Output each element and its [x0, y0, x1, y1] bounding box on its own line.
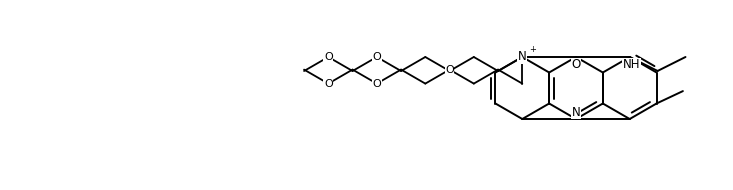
Text: O: O [324, 52, 333, 62]
Text: N: N [518, 51, 527, 63]
Text: O: O [372, 79, 381, 89]
Text: O: O [324, 79, 333, 89]
Text: +: + [529, 45, 536, 55]
Text: O: O [572, 59, 581, 71]
Text: NH: NH [623, 59, 641, 71]
Text: N: N [572, 105, 581, 119]
Text: O: O [445, 65, 454, 75]
Text: O: O [372, 52, 381, 62]
Text: O: O [445, 66, 454, 76]
